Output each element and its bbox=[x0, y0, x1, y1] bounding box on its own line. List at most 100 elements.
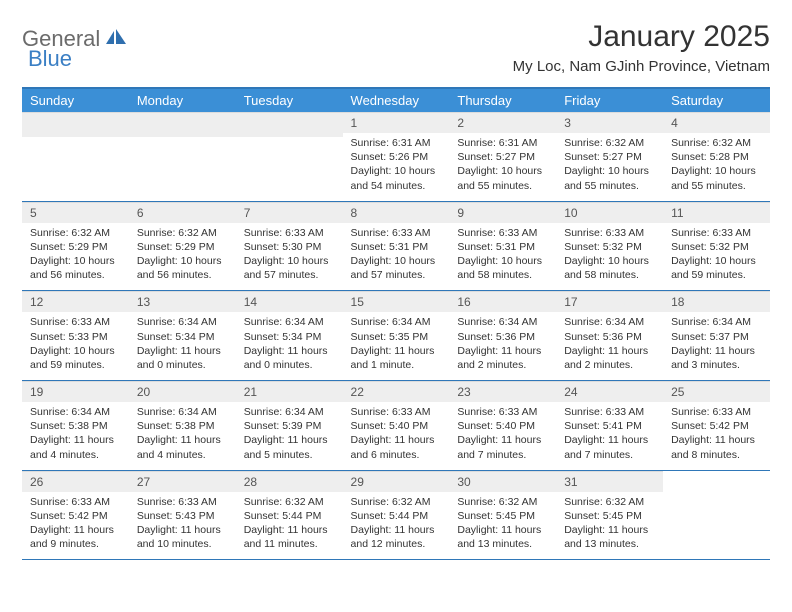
calendar-cell: 14Sunrise: 6:34 AMSunset: 5:34 PMDayligh… bbox=[236, 291, 343, 381]
day-details: Sunrise: 6:32 AMSunset: 5:44 PMDaylight:… bbox=[343, 492, 450, 560]
calendar-cell: 16Sunrise: 6:34 AMSunset: 5:36 PMDayligh… bbox=[449, 291, 556, 381]
calendar-row: 1Sunrise: 6:31 AMSunset: 5:26 PMDaylight… bbox=[22, 112, 770, 201]
logo-text-blue: Blue bbox=[28, 46, 72, 71]
day-number: 11 bbox=[663, 202, 770, 223]
empty-day-header bbox=[129, 112, 236, 137]
day-number: 5 bbox=[22, 202, 129, 223]
calendar-cell: 7Sunrise: 6:33 AMSunset: 5:30 PMDaylight… bbox=[236, 201, 343, 291]
day-details: Sunrise: 6:33 AMSunset: 5:42 PMDaylight:… bbox=[22, 492, 129, 560]
day-details: Sunrise: 6:31 AMSunset: 5:27 PMDaylight:… bbox=[449, 133, 556, 201]
calendar-cell: 22Sunrise: 6:33 AMSunset: 5:40 PMDayligh… bbox=[343, 381, 450, 471]
weekday-header: Sunday bbox=[22, 88, 129, 112]
day-details: Sunrise: 6:32 AMSunset: 5:29 PMDaylight:… bbox=[129, 223, 236, 291]
calendar-cell: 19Sunrise: 6:34 AMSunset: 5:38 PMDayligh… bbox=[22, 381, 129, 471]
day-number: 24 bbox=[556, 381, 663, 402]
day-number: 1 bbox=[343, 112, 450, 133]
day-details: Sunrise: 6:34 AMSunset: 5:34 PMDaylight:… bbox=[236, 312, 343, 380]
day-number: 9 bbox=[449, 202, 556, 223]
calendar-cell: 25Sunrise: 6:33 AMSunset: 5:42 PMDayligh… bbox=[663, 381, 770, 471]
calendar-cell: 13Sunrise: 6:34 AMSunset: 5:34 PMDayligh… bbox=[129, 291, 236, 381]
calendar-header-row: SundayMondayTuesdayWednesdayThursdayFrid… bbox=[22, 88, 770, 112]
calendar-cell: 15Sunrise: 6:34 AMSunset: 5:35 PMDayligh… bbox=[343, 291, 450, 381]
day-details: Sunrise: 6:34 AMSunset: 5:35 PMDaylight:… bbox=[343, 312, 450, 380]
day-details: Sunrise: 6:32 AMSunset: 5:45 PMDaylight:… bbox=[556, 492, 663, 560]
calendar-row: 26Sunrise: 6:33 AMSunset: 5:42 PMDayligh… bbox=[22, 470, 770, 560]
month-title: January 2025 bbox=[513, 20, 770, 54]
day-details: Sunrise: 6:33 AMSunset: 5:30 PMDaylight:… bbox=[236, 223, 343, 291]
day-number: 10 bbox=[556, 202, 663, 223]
day-number: 6 bbox=[129, 202, 236, 223]
day-details: Sunrise: 6:32 AMSunset: 5:45 PMDaylight:… bbox=[449, 492, 556, 560]
calendar-cell: 18Sunrise: 6:34 AMSunset: 5:37 PMDayligh… bbox=[663, 291, 770, 381]
day-details: Sunrise: 6:32 AMSunset: 5:44 PMDaylight:… bbox=[236, 492, 343, 560]
calendar-cell: 11Sunrise: 6:33 AMSunset: 5:32 PMDayligh… bbox=[663, 201, 770, 291]
day-number: 4 bbox=[663, 112, 770, 133]
weekday-header: Wednesday bbox=[343, 88, 450, 112]
day-details: Sunrise: 6:34 AMSunset: 5:38 PMDaylight:… bbox=[22, 402, 129, 470]
calendar-cell: 23Sunrise: 6:33 AMSunset: 5:40 PMDayligh… bbox=[449, 381, 556, 471]
day-number: 18 bbox=[663, 291, 770, 312]
sails-icon bbox=[104, 28, 128, 51]
day-number: 29 bbox=[343, 471, 450, 492]
calendar-cell: 17Sunrise: 6:34 AMSunset: 5:36 PMDayligh… bbox=[556, 291, 663, 381]
calendar-cell: 5Sunrise: 6:32 AMSunset: 5:29 PMDaylight… bbox=[22, 201, 129, 291]
calendar-cell: 12Sunrise: 6:33 AMSunset: 5:33 PMDayligh… bbox=[22, 291, 129, 381]
day-number: 7 bbox=[236, 202, 343, 223]
day-details: Sunrise: 6:33 AMSunset: 5:31 PMDaylight:… bbox=[343, 223, 450, 291]
day-number: 28 bbox=[236, 471, 343, 492]
day-number: 22 bbox=[343, 381, 450, 402]
calendar-cell: 20Sunrise: 6:34 AMSunset: 5:38 PMDayligh… bbox=[129, 381, 236, 471]
day-details: Sunrise: 6:33 AMSunset: 5:33 PMDaylight:… bbox=[22, 312, 129, 380]
day-number: 27 bbox=[129, 471, 236, 492]
calendar-cell: 9Sunrise: 6:33 AMSunset: 5:31 PMDaylight… bbox=[449, 201, 556, 291]
day-number: 25 bbox=[663, 381, 770, 402]
weekday-header: Friday bbox=[556, 88, 663, 112]
calendar-cell bbox=[236, 112, 343, 201]
day-details: Sunrise: 6:34 AMSunset: 5:37 PMDaylight:… bbox=[663, 312, 770, 380]
calendar-cell: 27Sunrise: 6:33 AMSunset: 5:43 PMDayligh… bbox=[129, 470, 236, 560]
calendar-cell: 10Sunrise: 6:33 AMSunset: 5:32 PMDayligh… bbox=[556, 201, 663, 291]
calendar-cell: 1Sunrise: 6:31 AMSunset: 5:26 PMDaylight… bbox=[343, 112, 450, 201]
day-number: 3 bbox=[556, 112, 663, 133]
calendar-table: SundayMondayTuesdayWednesdayThursdayFrid… bbox=[22, 87, 770, 560]
header: General January 2025 My Loc, Nam GJinh P… bbox=[22, 20, 770, 75]
empty-day-header bbox=[236, 112, 343, 137]
logo-text-blue-wrap: Blue bbox=[28, 46, 72, 72]
day-details: Sunrise: 6:34 AMSunset: 5:36 PMDaylight:… bbox=[449, 312, 556, 380]
calendar-cell: 24Sunrise: 6:33 AMSunset: 5:41 PMDayligh… bbox=[556, 381, 663, 471]
calendar-cell: 29Sunrise: 6:32 AMSunset: 5:44 PMDayligh… bbox=[343, 470, 450, 560]
calendar-row: 12Sunrise: 6:33 AMSunset: 5:33 PMDayligh… bbox=[22, 291, 770, 381]
calendar-cell bbox=[22, 112, 129, 201]
weekday-header: Thursday bbox=[449, 88, 556, 112]
calendar-cell: 21Sunrise: 6:34 AMSunset: 5:39 PMDayligh… bbox=[236, 381, 343, 471]
empty-day-header bbox=[22, 112, 129, 137]
day-details: Sunrise: 6:34 AMSunset: 5:38 PMDaylight:… bbox=[129, 402, 236, 470]
day-details: Sunrise: 6:32 AMSunset: 5:29 PMDaylight:… bbox=[22, 223, 129, 291]
day-number: 13 bbox=[129, 291, 236, 312]
day-details: Sunrise: 6:33 AMSunset: 5:31 PMDaylight:… bbox=[449, 223, 556, 291]
calendar-cell: 2Sunrise: 6:31 AMSunset: 5:27 PMDaylight… bbox=[449, 112, 556, 201]
calendar-row: 5Sunrise: 6:32 AMSunset: 5:29 PMDaylight… bbox=[22, 201, 770, 291]
calendar-cell: 4Sunrise: 6:32 AMSunset: 5:28 PMDaylight… bbox=[663, 112, 770, 201]
calendar-cell: 26Sunrise: 6:33 AMSunset: 5:42 PMDayligh… bbox=[22, 470, 129, 560]
day-details: Sunrise: 6:33 AMSunset: 5:32 PMDaylight:… bbox=[663, 223, 770, 291]
calendar-cell: 3Sunrise: 6:32 AMSunset: 5:27 PMDaylight… bbox=[556, 112, 663, 201]
calendar-cell: 30Sunrise: 6:32 AMSunset: 5:45 PMDayligh… bbox=[449, 470, 556, 560]
title-block: January 2025 My Loc, Nam GJinh Province,… bbox=[513, 20, 770, 75]
day-number: 17 bbox=[556, 291, 663, 312]
day-details: Sunrise: 6:33 AMSunset: 5:40 PMDaylight:… bbox=[343, 402, 450, 470]
day-number: 30 bbox=[449, 471, 556, 492]
empty-day-body bbox=[129, 137, 236, 195]
day-details: Sunrise: 6:33 AMSunset: 5:42 PMDaylight:… bbox=[663, 402, 770, 470]
day-number: 20 bbox=[129, 381, 236, 402]
location: My Loc, Nam GJinh Province, Vietnam bbox=[513, 58, 770, 75]
day-number: 16 bbox=[449, 291, 556, 312]
day-details: Sunrise: 6:34 AMSunset: 5:39 PMDaylight:… bbox=[236, 402, 343, 470]
calendar-cell bbox=[129, 112, 236, 201]
day-number: 19 bbox=[22, 381, 129, 402]
day-number: 23 bbox=[449, 381, 556, 402]
weekday-header: Monday bbox=[129, 88, 236, 112]
calendar-cell: 28Sunrise: 6:32 AMSunset: 5:44 PMDayligh… bbox=[236, 470, 343, 560]
day-details: Sunrise: 6:33 AMSunset: 5:32 PMDaylight:… bbox=[556, 223, 663, 291]
day-number: 8 bbox=[343, 202, 450, 223]
